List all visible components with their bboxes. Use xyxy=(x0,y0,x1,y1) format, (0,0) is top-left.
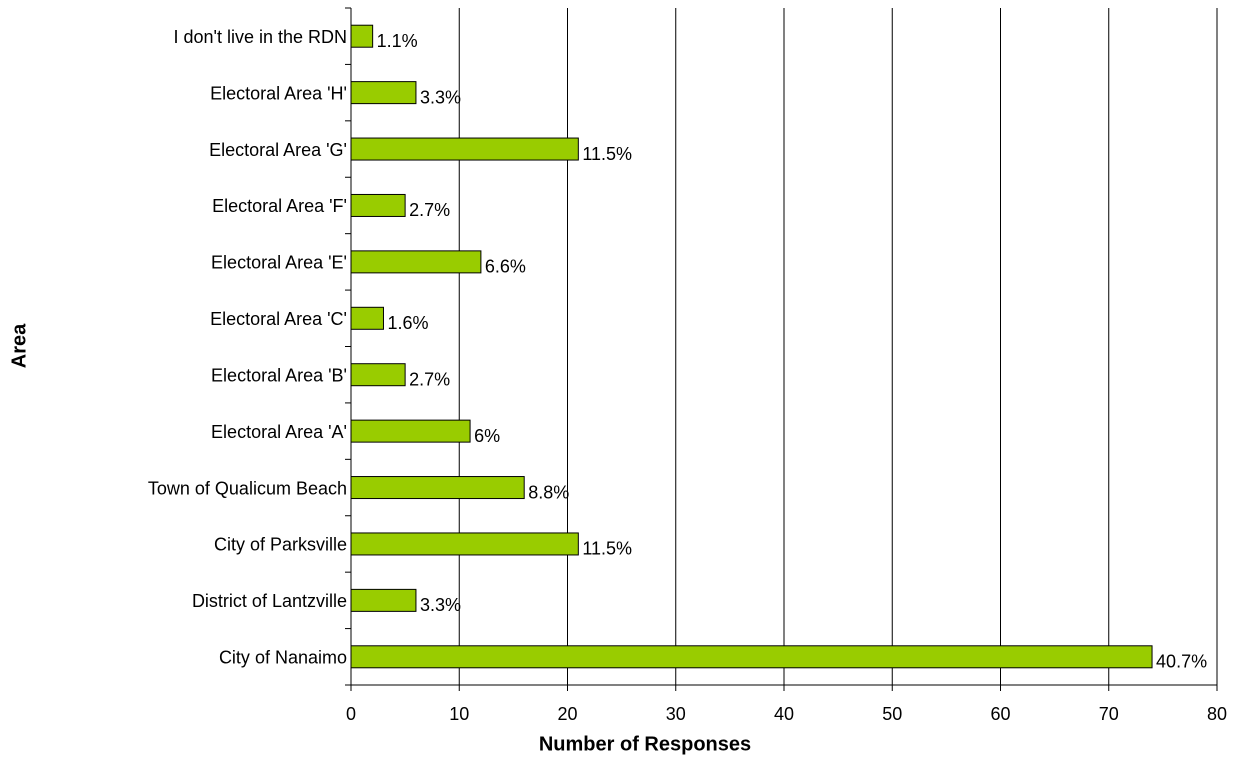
value-label: 6% xyxy=(474,426,500,446)
x-tick-label: 20 xyxy=(557,704,577,724)
bar xyxy=(350,363,406,387)
value-label: 11.5% xyxy=(582,144,632,164)
bar xyxy=(350,193,406,217)
y-tick-label: Electoral Area 'F' xyxy=(212,196,347,216)
x-tick-label: 60 xyxy=(990,704,1010,724)
bar xyxy=(350,588,417,612)
value-label: 40.7% xyxy=(1156,652,1207,672)
bar xyxy=(350,532,579,556)
value-label: 6.6% xyxy=(485,257,526,277)
y-tick-label: Electoral Area 'G' xyxy=(209,140,347,160)
x-tick-label: 10 xyxy=(449,704,469,724)
y-tick-label: I don't live in the RDN xyxy=(173,27,347,47)
y-tick-label: Electoral Area 'A' xyxy=(211,422,347,442)
bar xyxy=(350,476,525,500)
y-tick-label: City of Parksville xyxy=(214,535,347,555)
bar xyxy=(350,24,374,48)
y-tick-label: Electoral Area 'E' xyxy=(211,253,347,273)
y-tick-label: Electoral Area 'H' xyxy=(210,83,347,103)
x-tick-label: 30 xyxy=(666,704,686,724)
x-tick-label: 70 xyxy=(1099,704,1119,724)
value-label: 2.7% xyxy=(409,369,450,389)
y-tick-label: District of Lantzville xyxy=(192,591,347,611)
value-label: 1.6% xyxy=(387,313,428,333)
bar xyxy=(350,645,1153,669)
y-tick-label: Town of Qualicum Beach xyxy=(148,478,347,498)
y-axis-title: Area xyxy=(8,323,30,368)
x-tick-label: 40 xyxy=(774,704,794,724)
value-label: 3.3% xyxy=(420,595,461,615)
value-label: 2.7% xyxy=(409,200,450,220)
y-tick-label: Electoral Area 'C' xyxy=(210,309,347,329)
bar xyxy=(350,306,384,330)
bar xyxy=(350,137,579,161)
x-tick-label: 50 xyxy=(882,704,902,724)
y-tick-label: Electoral Area 'B' xyxy=(211,365,347,385)
x-tick-label: 80 xyxy=(1207,704,1227,724)
bar xyxy=(350,81,417,105)
x-axis-title: Number of Responses xyxy=(539,733,751,755)
value-label: 3.3% xyxy=(420,87,461,107)
bar xyxy=(350,419,471,443)
value-label: 11.5% xyxy=(582,539,632,559)
value-label: 1.1% xyxy=(377,31,418,51)
bar xyxy=(350,250,482,274)
x-tick-label: 0 xyxy=(346,704,356,724)
value-label: 8.8% xyxy=(528,482,569,502)
y-tick-label: City of Nanaimo xyxy=(219,648,347,668)
